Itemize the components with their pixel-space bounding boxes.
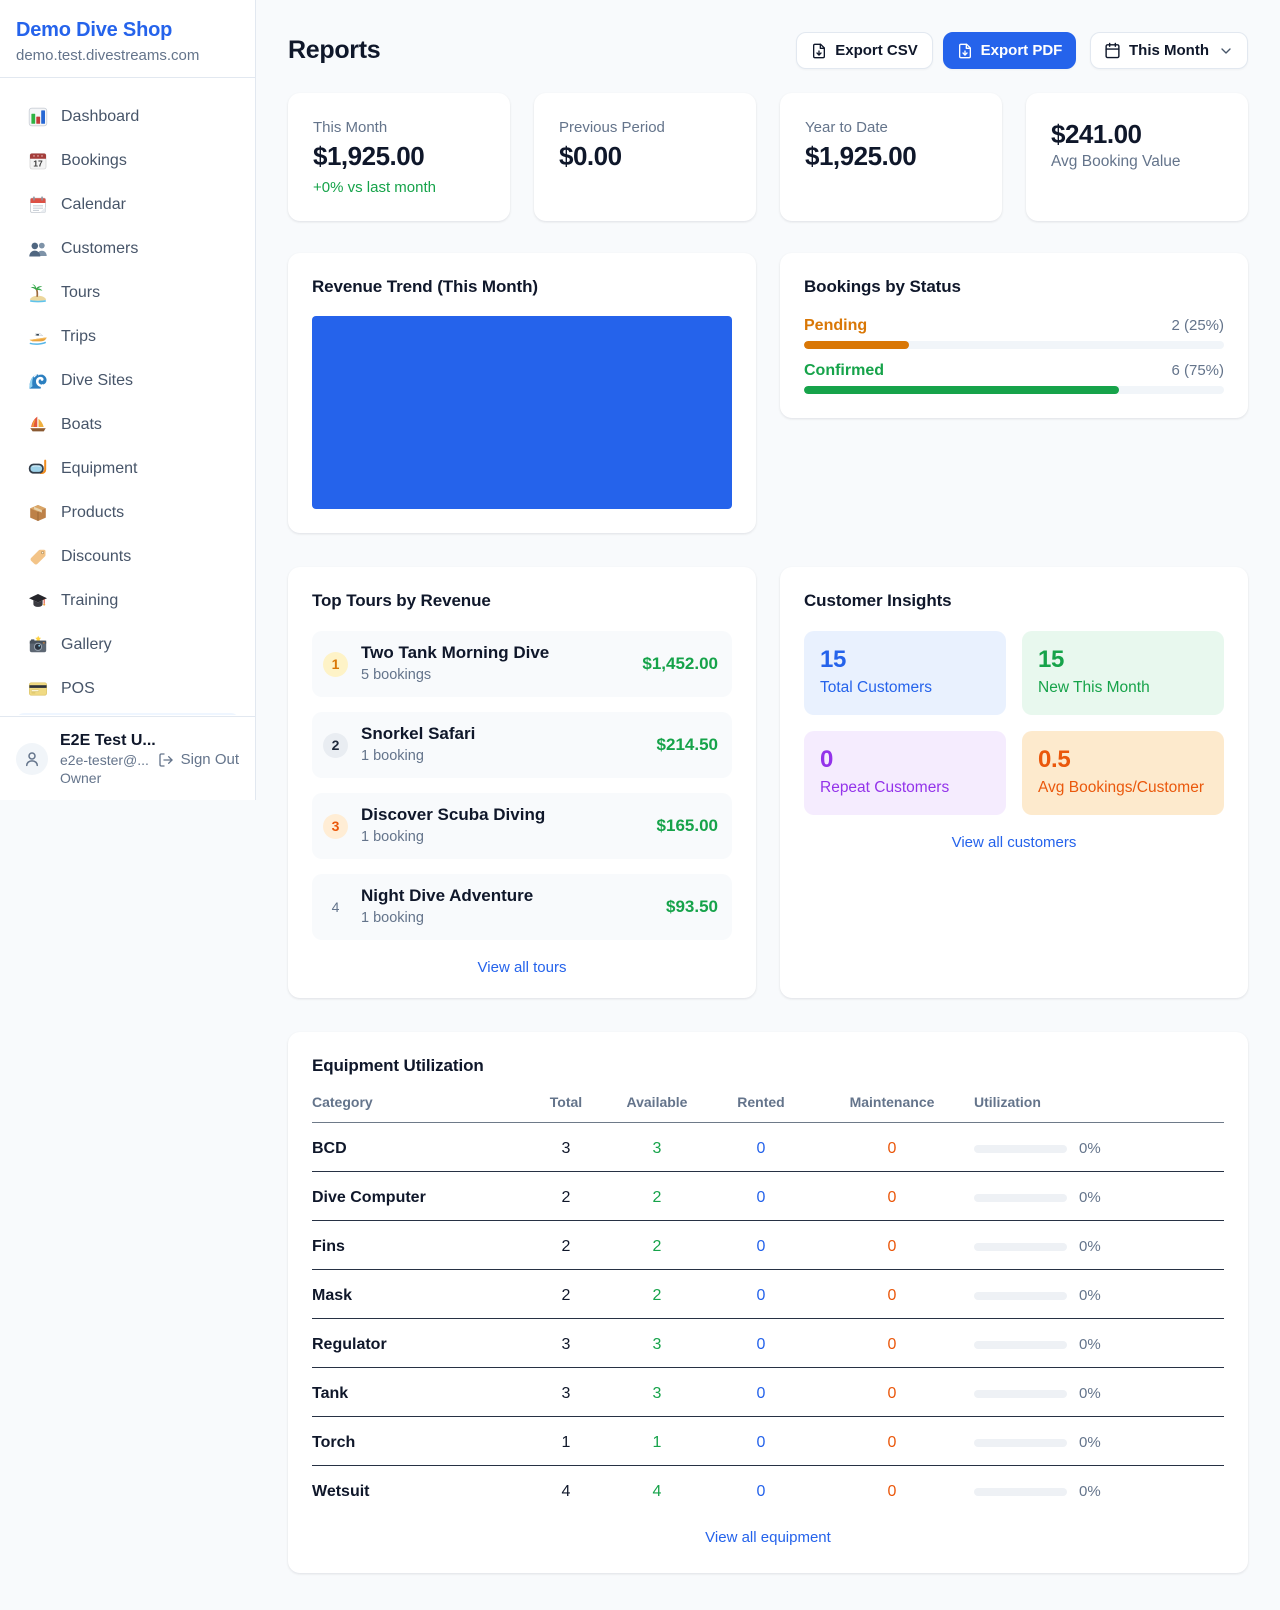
svg-text:17: 17: [33, 159, 43, 169]
